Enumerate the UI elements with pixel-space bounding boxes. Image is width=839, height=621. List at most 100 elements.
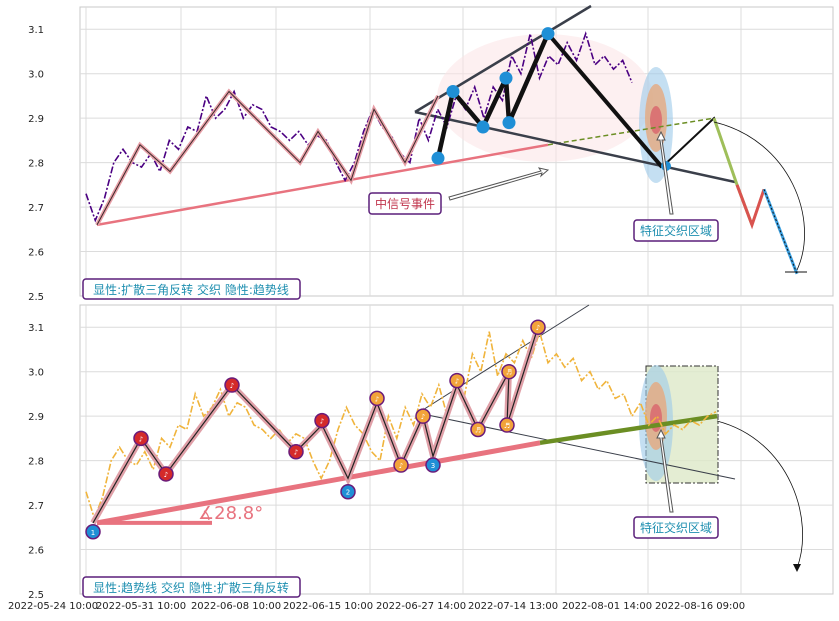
bottom-y-ticks: 2.5 2.6 2.7 2.8 2.9 3.0 3.1 [28, 323, 44, 601]
zigzag-marker [158, 466, 174, 482]
bottom-curved-arrowhead [793, 564, 801, 572]
zigzag-marker [499, 417, 515, 433]
top-ytick-label: 2.7 [28, 203, 44, 214]
top-ytick-label: 2.8 [28, 159, 44, 170]
zigzag-marker [449, 372, 465, 389]
bottom-legend-label: 显性:趋势线 交织 隐性:扩散三角反转 [93, 580, 289, 595]
zigzag-marker-label: ♪ [139, 435, 143, 443]
top-triangle-lower [414, 110, 736, 184]
top-zone-annotation: 特征交织区域 [633, 219, 719, 242]
top-pattern-point [476, 120, 490, 134]
signal-arrow [448, 167, 550, 201]
top-zone-arrow [656, 130, 674, 215]
top-plot-area [79, 6, 834, 297]
bottom-trendline-extension [539, 413, 718, 446]
top-legend: 显性:扩散三角反转 交织 隐性:趋势线 [82, 278, 301, 300]
zigzag-marker [425, 457, 441, 473]
top-ytick-label: 3.0 [28, 70, 44, 81]
bottom-triangle-upper [417, 304, 590, 414]
x-tick-label: 2022-08-01 14:00 [562, 601, 652, 612]
top-y-ticks: 2.5 2.6 2.7 2.8 2.9 3.0 3.1 [28, 25, 44, 303]
top-zone-label: 特征交织区域 [640, 223, 712, 238]
bottom-zone-arrow [656, 428, 674, 513]
bottom-panel: 2.5 2.6 2.7 2.8 2.9 3.0 3.1 1 ♪ ♪ ♪ ♪ ♪ 2 ♪ ♪ ♪ 3 ♪ ♬ ♬ ♬ ♪ [28, 304, 834, 601]
zigzag-marker-label: ♬ [506, 369, 512, 377]
x-tick-label: 2022-06-08 10:00 [191, 601, 281, 612]
bottom-ytick-label: 2.5 [28, 590, 44, 601]
x-tick-label: 2022-06-15 10:00 [283, 601, 373, 612]
zigzag-marker-label: ♪ [294, 449, 298, 457]
zigzag-marker [224, 377, 240, 393]
zigzag-marker-label: ♪ [375, 395, 379, 403]
zigzag-marker-label: ♬ [475, 426, 481, 434]
top-pattern-line [435, 32, 551, 159]
x-tick-label: 2022-05-31 10:00 [96, 601, 186, 612]
bottom-ytick-label: 2.6 [28, 546, 44, 557]
signal-annotation-label: 中信号事件 [375, 196, 435, 211]
top-ytick-label: 2.5 [28, 292, 44, 303]
bottom-ytick-label: 2.8 [28, 457, 44, 468]
top-pattern-point [446, 84, 460, 98]
top-curved-arrow [713, 121, 805, 271]
signal-annotation: 中信号事件 [368, 192, 442, 215]
bottom-triangle-lower [417, 412, 736, 480]
bottom-content: 1 ♪ ♪ ♪ ♪ ♪ 2 ♪ ♪ ♪ 3 ♪ ♬ ♬ ♬ ♪ [85, 304, 803, 572]
top-projection-4-dash [763, 189, 798, 274]
zigzag-marker-label: ♪ [536, 324, 540, 332]
bottom-ytick-label: 3.1 [28, 323, 44, 334]
zigzag-marker-label: 3 [431, 462, 435, 470]
top-price-line [85, 31, 633, 223]
zigzag-marker-label: ♪ [164, 471, 168, 479]
top-legend-label: 显性:扩散三角反转 交织 隐性:趋势线 [93, 282, 289, 297]
zigzag-marker-label: ♪ [399, 462, 403, 470]
zigzag-marker-label: ♪ [230, 382, 234, 390]
zigzag-marker [501, 363, 517, 380]
angle-label: ∡28.8° [198, 503, 263, 524]
top-projection-3 [735, 184, 766, 230]
top-breakdown-line [546, 32, 664, 169]
top-trendline [96, 143, 549, 227]
x-tick-label: 2022-08-16 09:00 [655, 601, 745, 612]
zigzag-marker-label: 1 [91, 529, 95, 537]
bottom-trendline [96, 440, 541, 526]
top-pattern-point [499, 71, 513, 85]
top-ytick-label: 2.9 [28, 114, 44, 125]
bottom-ytick-label: 2.7 [28, 501, 44, 512]
x-tick-label: 2022-07-14 13:00 [468, 601, 558, 612]
bottom-price-line [85, 328, 717, 521]
bottom-ytick-label: 2.9 [28, 412, 44, 423]
bottom-zone-annotation: 特征交织区域 [633, 516, 719, 539]
bottom-curved-arrow [716, 420, 803, 569]
top-zone-core [650, 106, 662, 134]
zigzag-marker [470, 421, 486, 438]
zigzag-marker [393, 457, 409, 473]
zigzag-marker [415, 408, 431, 424]
bottom-zone-label: 特征交织区域 [640, 520, 712, 535]
zigzag-marker-label: ♪ [320, 418, 324, 426]
bottom-plot-area [79, 304, 834, 595]
zigzag-marker [530, 319, 546, 335]
bottom-legend: 显性:趋势线 交织 隐性:扩散三角反转 [82, 576, 301, 598]
top-panel: 2.5 2.6 2.7 2.8 2.9 3.0 3.1 [28, 4, 834, 303]
top-pattern-point [541, 27, 555, 41]
top-zigzag [96, 90, 439, 226]
zigzag-marker [288, 443, 304, 460]
zigzag-marker-label: 2 [346, 489, 350, 497]
top-ytick-label: 3.1 [28, 25, 44, 36]
top-content [85, 4, 807, 275]
zigzag-marker [133, 430, 149, 447]
x-tick-label: 2022-06-27 14:00 [376, 601, 466, 612]
x-tick-label: 2022-05-24 10:00 [8, 601, 98, 612]
top-pattern-point [431, 151, 445, 165]
top-pattern-point [502, 116, 516, 130]
zigzag-marker-label: ♪ [421, 413, 425, 421]
zigzag-marker-label: ♬ [504, 422, 510, 430]
zigzag-marker [85, 524, 101, 540]
top-triangle-upper [414, 4, 592, 114]
zigzag-marker-label: ♪ [455, 378, 459, 386]
zigzag-marker [314, 412, 330, 429]
bottom-zigzag [92, 327, 539, 524]
top-ytick-label: 2.6 [28, 248, 44, 259]
